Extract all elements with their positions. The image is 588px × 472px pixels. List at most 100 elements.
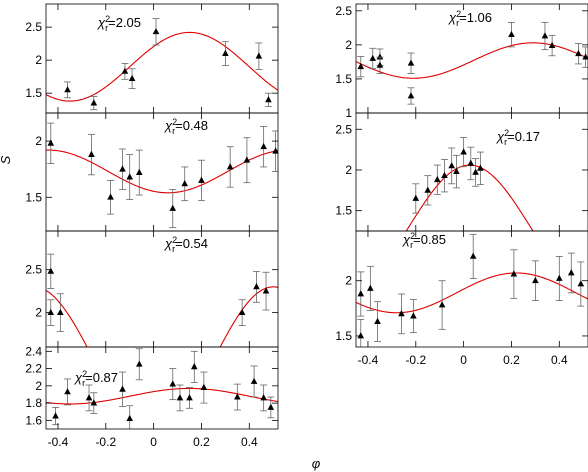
panel-left-3-point-12 <box>233 383 241 411</box>
triangle-marker <box>243 156 251 163</box>
panel-right-0-point-7 <box>541 21 549 51</box>
panel-left-3-point-0 <box>52 407 60 426</box>
panel-right-1-point-6 <box>460 137 468 168</box>
panel-left-2-point-5 <box>262 271 270 311</box>
triangle-marker <box>47 267 55 274</box>
chi-exponent: 2 <box>82 369 87 379</box>
panel-right-2-point-11 <box>567 252 575 294</box>
triangle-marker <box>376 61 384 68</box>
panel-right-0-point-3 <box>376 56 384 74</box>
triangle-marker <box>47 308 55 316</box>
triangle-marker <box>410 312 417 319</box>
triangle-marker <box>532 276 539 284</box>
panel-left-0-frame <box>45 3 279 114</box>
panel-left-3-ytick-label-2: 2 <box>35 379 42 393</box>
triangle-marker <box>407 59 415 66</box>
panel-right-2-frame <box>355 230 588 348</box>
triangle-marker <box>64 388 71 395</box>
panel-right-0-point-8 <box>548 34 556 57</box>
x-axis-label: φ <box>312 456 321 471</box>
panel-left-0-ytick-label-1: 2 <box>35 53 42 67</box>
panel-right-2-xtick-label-2: 0 <box>460 353 467 367</box>
panel-left-2-frame <box>45 230 279 348</box>
triangle-marker <box>126 173 134 180</box>
triangle-marker <box>169 380 177 387</box>
panel-right-2-point-2 <box>366 265 374 311</box>
triangle-marker <box>575 49 582 57</box>
panel-left-1-model-curve <box>46 149 278 194</box>
panel-left-3-point-5 <box>126 405 134 429</box>
panel-left-1-ytick-label-1: 2 <box>35 134 42 148</box>
triangle-marker <box>253 283 260 290</box>
triangle-marker <box>234 393 241 400</box>
panel-right-0-point-6 <box>507 21 515 48</box>
triangle-marker <box>135 360 143 367</box>
triangle-marker <box>126 414 134 422</box>
panel-right-1-chi2-annotation: χ2 r=0.17 <box>496 128 540 147</box>
triangle-marker <box>508 30 515 38</box>
panel-left-3-point-4 <box>119 371 127 407</box>
triangle-marker <box>367 284 374 291</box>
triangle-marker <box>357 332 365 339</box>
chi-exponent: 2 <box>504 128 509 138</box>
triangle-marker <box>448 162 455 169</box>
panel-left-3-point-1 <box>64 378 72 406</box>
panel-left-3-point-9 <box>186 387 194 409</box>
panel-right-1-ytick-label-1: 2 <box>345 163 352 177</box>
panel-left-3-ytick-label-0: 1.6 <box>25 413 42 427</box>
panel-right-0: 11.522.5 χ2 r=1.06 <box>335 3 588 120</box>
panel-left-1-point-10 <box>243 137 251 184</box>
panel-right-2-xtick-label-1: -0.2 <box>405 353 426 367</box>
panel-right-2-point-12 <box>577 261 585 307</box>
panel-left-3-chi2-annotation: χ2 r=0.87 <box>74 369 118 388</box>
panel-right-0-point-1 <box>369 47 377 70</box>
panel-left-0-ytick-label-2: 2.5 <box>25 20 42 34</box>
triangle-marker <box>128 74 136 82</box>
panel-right-1: 1.522.5 χ2 r=0.17 <box>335 112 588 232</box>
panel-right-2-xtick-label-0: -0.4 <box>358 353 379 367</box>
chi-exponent: 2 <box>105 14 110 24</box>
triangle-marker <box>541 32 549 39</box>
triangle-marker <box>121 67 129 74</box>
chi-exponent: 2 <box>456 9 461 19</box>
panel-right-0-point-9 <box>574 43 582 65</box>
chi-symbol: χ <box>496 129 505 144</box>
panel-left-2-point-3 <box>238 299 246 326</box>
chi-exponent: 2 <box>172 117 177 127</box>
panel-right-0-ytick-label-3: 2.5 <box>335 4 352 18</box>
panel-right-2-xtick-label-3: 0.2 <box>503 353 520 367</box>
panel-left-1-point-8 <box>197 159 205 202</box>
panel-left-1-point-1 <box>87 133 95 176</box>
panel-left-3: 1.61.822.22.4-0.4 -0.2 0 0.2 0.4χ2 r=0.87 <box>25 344 279 449</box>
triangle-marker <box>90 399 98 406</box>
panel-right-1-point-3 <box>440 158 448 193</box>
panel-right-2-ytick-label-1: 2 <box>345 274 352 288</box>
triangle-marker <box>555 274 563 281</box>
panel-right-0-point-10 <box>582 46 588 68</box>
chi-symbol: χ <box>74 370 83 385</box>
panel-left-0-point-2 <box>121 63 129 80</box>
panel-left-2-ytick-label-1: 2.5 <box>25 263 42 277</box>
triangle-marker <box>510 270 518 277</box>
triangle-marker <box>181 180 189 187</box>
triangle-marker <box>267 403 275 410</box>
panel-left-1-point-11 <box>260 126 268 168</box>
chi-symbol: χ <box>448 10 457 25</box>
panel-left-3-xtick-label-1: -0.2 <box>95 435 116 449</box>
panel-right-2-point-0 <box>357 271 365 317</box>
triangle-marker <box>272 147 278 154</box>
panel-right-0-point-5 <box>407 87 415 105</box>
triangle-marker <box>369 54 377 61</box>
chi-value: =2.05 <box>108 15 141 30</box>
panel-right-2-ytick-label-0: 1.5 <box>335 329 352 343</box>
panel-left-3-xtick-label-2: 0 <box>150 435 157 449</box>
triangle-marker <box>357 62 365 70</box>
triangle-marker <box>376 53 384 60</box>
triangle-marker <box>52 412 59 419</box>
chi-value: =0.48 <box>175 118 208 133</box>
triangle-marker <box>424 186 432 193</box>
triangle-marker <box>90 99 98 106</box>
triangle-marker <box>57 308 64 316</box>
panel-left-1-point-3 <box>119 148 127 190</box>
